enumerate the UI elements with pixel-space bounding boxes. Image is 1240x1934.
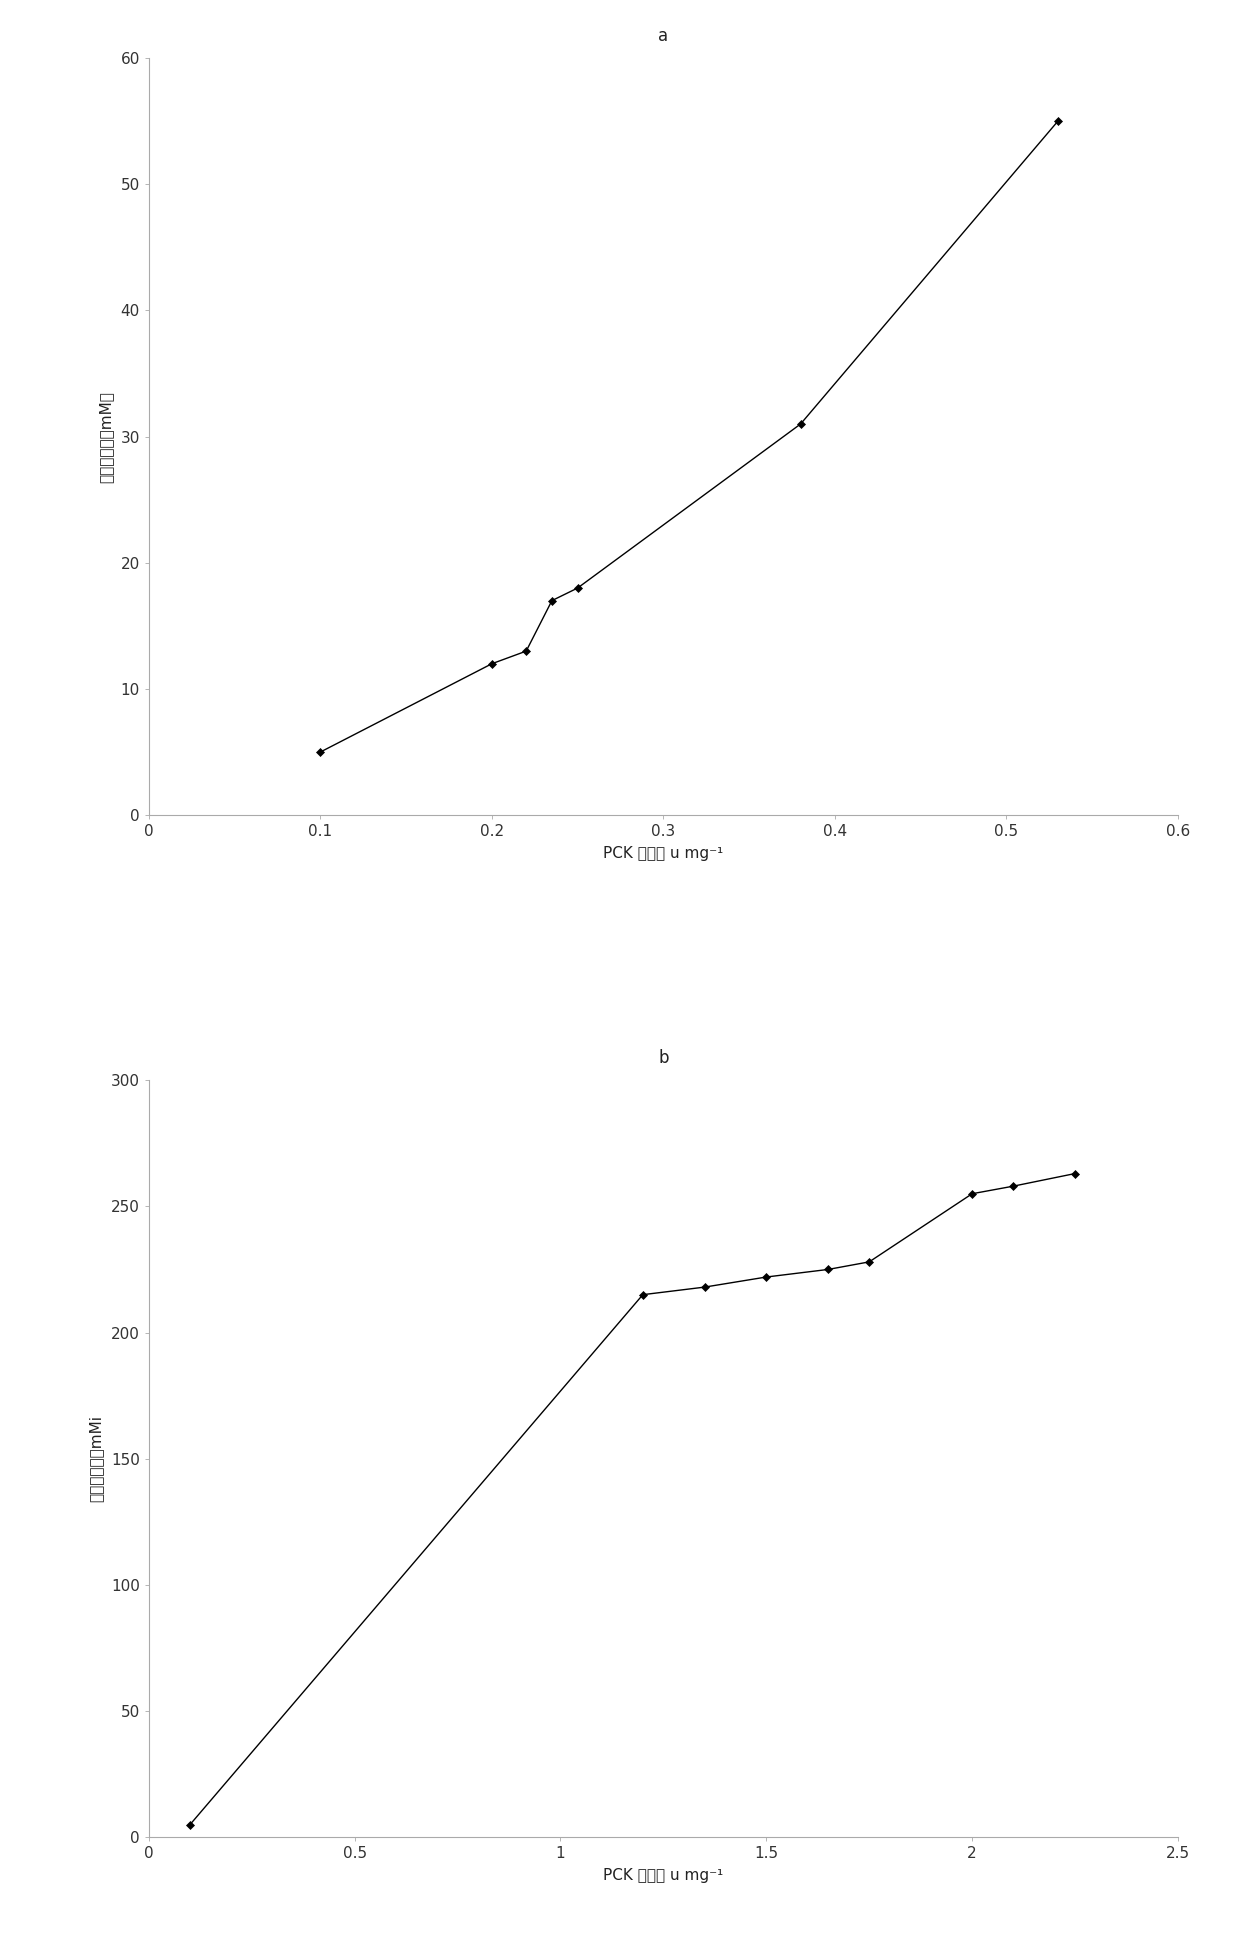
X-axis label: PCK 酶活／ u mg⁻¹: PCK 酶活／ u mg⁻¹ (604, 847, 723, 861)
Title: a: a (658, 27, 668, 44)
Y-axis label: 丁二酸产量（mMi: 丁二酸产量（mMi (89, 1416, 104, 1503)
Y-axis label: 丁二酸产量（mM）: 丁二酸产量（mM） (98, 391, 113, 482)
Title: b: b (658, 1050, 668, 1068)
X-axis label: PCK 酶活／ u mg⁻¹: PCK 酶活／ u mg⁻¹ (604, 1868, 723, 1884)
